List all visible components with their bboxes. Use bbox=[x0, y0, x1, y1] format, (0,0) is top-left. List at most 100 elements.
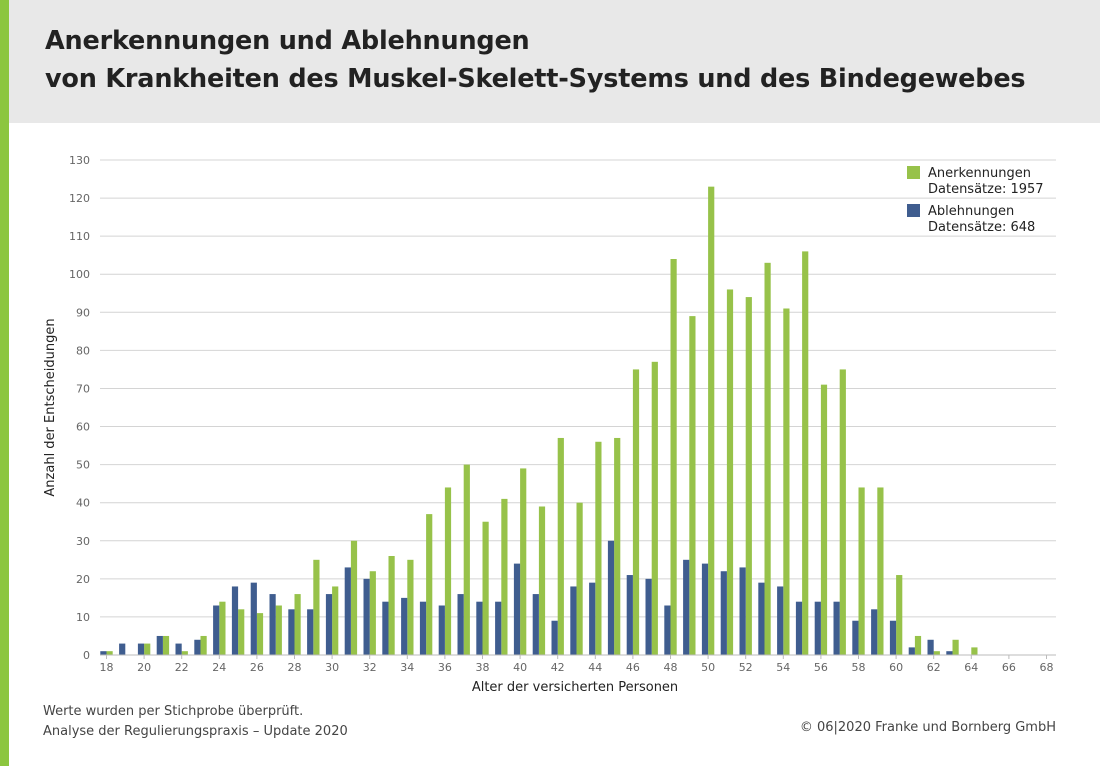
footer-notes: Werte wurden per Stichprobe überprüft. A… bbox=[43, 702, 348, 742]
bar-anerkennungen bbox=[520, 468, 527, 655]
footer-note-analysis: Analyse der Regulierungspraxis – Update … bbox=[43, 724, 348, 739]
bar-ablehnungen bbox=[325, 594, 333, 655]
y-tick-label: 40 bbox=[76, 497, 90, 510]
bar-anerkennungen bbox=[444, 487, 452, 655]
bar-anerkennungen bbox=[745, 297, 752, 655]
bar-anerkennungen bbox=[632, 369, 640, 655]
x-tick-label: 18 bbox=[100, 661, 114, 674]
header: Anerkennungen und Ablehnungen von Krankh… bbox=[9, 0, 1100, 123]
bar-ablehnungen bbox=[194, 639, 201, 655]
bar-ablehnungen bbox=[269, 594, 276, 655]
bar-anerkennungen bbox=[557, 437, 564, 655]
bar-ablehnungen bbox=[250, 582, 257, 655]
y-tick-label: 110 bbox=[69, 230, 90, 243]
x-tick-label: 24 bbox=[212, 661, 226, 674]
bar-anerkennungen bbox=[933, 651, 940, 655]
x-tick-label: 46 bbox=[626, 661, 640, 674]
bar-ablehnungen bbox=[664, 605, 671, 655]
footer-note-sample: Werte wurden per Stichprobe überprüft. bbox=[43, 704, 304, 719]
chart-title-line-2: von Krankheiten des Muskel-Skelett-Syste… bbox=[45, 64, 1026, 94]
bar-ablehnungen bbox=[889, 620, 897, 655]
bar-anerkennungen bbox=[858, 487, 865, 655]
bar-ablehnungen bbox=[908, 647, 915, 655]
x-tick-label: 68 bbox=[1040, 661, 1054, 674]
bar-anerkennungen bbox=[106, 651, 113, 655]
bar-ablehnungen bbox=[551, 620, 558, 655]
bar-anerkennungen bbox=[501, 498, 508, 655]
bar-ablehnungen bbox=[119, 643, 126, 655]
bar-anerkennungen bbox=[275, 605, 282, 655]
bar-ablehnungen bbox=[720, 571, 727, 655]
bar-anerkennungen bbox=[538, 506, 546, 655]
bar-anerkennungen bbox=[313, 559, 320, 655]
bar-ablehnungen bbox=[814, 601, 821, 655]
bar-chart: 0 10 20 30 40 50 60 70 80 90 100 110 120 130 18 20 22 24 2… bbox=[43, 154, 1056, 695]
y-axis-label: Anzahl der Entscheidungen bbox=[43, 318, 58, 496]
bar-anerkennungen bbox=[877, 487, 884, 655]
y-tick-label: 50 bbox=[76, 459, 90, 472]
accent-bar bbox=[0, 0, 9, 766]
bar-anerkennungen bbox=[971, 647, 978, 655]
bar-ablehnungen bbox=[476, 601, 483, 655]
bar-ablehnungen bbox=[871, 609, 878, 655]
bar-ablehnungen bbox=[344, 567, 351, 655]
bar-ablehnungen bbox=[288, 609, 295, 655]
bar-anerkennungen bbox=[332, 586, 339, 655]
bar-anerkennungen bbox=[463, 464, 470, 655]
y-tick-label: 30 bbox=[76, 535, 90, 548]
bar-anerkennungen bbox=[181, 651, 188, 655]
bar-anerkennungen bbox=[651, 361, 658, 655]
y-tick-label: 90 bbox=[76, 306, 90, 319]
bar-ablehnungen bbox=[626, 575, 633, 655]
bar-anerkennungen bbox=[294, 594, 301, 655]
legend-count-ablehnungen: Datensätze: 648 bbox=[928, 220, 1035, 235]
bar-ablehnungen bbox=[100, 651, 107, 655]
x-tick-label: 52 bbox=[739, 661, 753, 674]
x-tick-label: 30 bbox=[325, 661, 339, 674]
y-tick-label: 60 bbox=[76, 421, 90, 434]
x-tick-label: 22 bbox=[175, 661, 189, 674]
bar-anerkennungen bbox=[200, 635, 207, 655]
bar-anerkennungen bbox=[802, 251, 809, 655]
bar-ablehnungen bbox=[607, 540, 615, 655]
y-tick-label: 10 bbox=[76, 611, 90, 624]
bar-ablehnungen bbox=[513, 563, 521, 655]
bar-ablehnungen bbox=[363, 578, 370, 655]
bar-anerkennungen bbox=[388, 556, 395, 655]
x-tick-label: 50 bbox=[701, 661, 715, 674]
x-tick-label: 44 bbox=[588, 661, 602, 674]
bar-ablehnungen bbox=[833, 601, 840, 655]
legend-label-ablehnungen: Ablehnungen bbox=[928, 204, 1014, 219]
bar-anerkennungen bbox=[708, 186, 715, 655]
y-tick-label: 70 bbox=[76, 382, 90, 395]
bar-ablehnungen bbox=[777, 586, 784, 655]
bar-ablehnungen bbox=[758, 582, 765, 655]
bar-ablehnungen bbox=[532, 594, 539, 655]
bar-anerkennungen bbox=[896, 575, 903, 655]
x-tick-label: 48 bbox=[664, 661, 678, 674]
bar-anerkennungen bbox=[256, 613, 264, 655]
x-tick-label: 54 bbox=[776, 661, 790, 674]
y-tick-label: 120 bbox=[69, 192, 90, 205]
y-tick-label: 130 bbox=[69, 154, 90, 167]
bar-anerkennungen bbox=[764, 262, 771, 655]
x-tick-label: 32 bbox=[363, 661, 377, 674]
x-tick-label: 66 bbox=[1002, 661, 1016, 674]
bar-ablehnungen bbox=[927, 639, 934, 655]
x-tick-label: 60 bbox=[889, 661, 903, 674]
bar-ablehnungen bbox=[401, 597, 408, 655]
x-tick-label: 40 bbox=[513, 661, 527, 674]
bar-anerkennungen bbox=[407, 559, 414, 655]
bar-ablehnungen bbox=[175, 643, 182, 655]
bar-ablehnungen bbox=[457, 594, 464, 655]
x-tick-label: 62 bbox=[927, 661, 941, 674]
x-tick-label: 36 bbox=[438, 661, 452, 674]
x-tick-label: 34 bbox=[400, 661, 414, 674]
bar-ablehnungen bbox=[307, 609, 314, 655]
bar-ablehnungen bbox=[795, 601, 803, 655]
legend-count-anerkennungen: Datensätze: 1957 bbox=[928, 182, 1044, 197]
bar-ablehnungen bbox=[156, 635, 163, 655]
bar-ablehnungen bbox=[495, 601, 502, 655]
bar-anerkennungen bbox=[162, 635, 170, 655]
bar-anerkennungen bbox=[576, 502, 583, 655]
